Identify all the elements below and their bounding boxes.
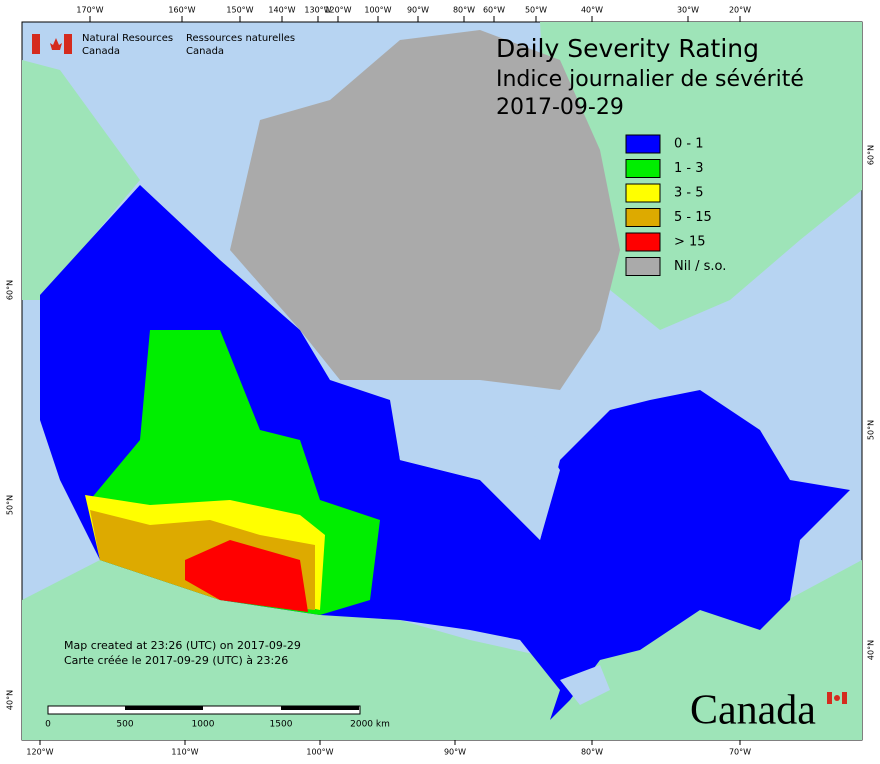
usa [22,560,862,740]
lon-label: 30°W [677,6,699,15]
legend-label: 3 - 5 [674,186,704,201]
scale-label: 1000 [192,720,215,730]
lon-label: 80°W [453,6,475,15]
lon-label: 40°W [581,6,603,15]
legend: 0 - 1 1 - 3 3 - 5 5 - 15 > 15 Nil / s.o. [625,134,726,276]
lon-label: 80°W [581,748,603,757]
flag-bar [827,692,832,704]
scale-label: 2000 km [350,720,390,730]
legend-swatch [625,183,661,203]
subtitle: Indice journalier de sévérité [496,67,804,92]
lon-label: 120°W [324,6,351,15]
title: Daily Severity Rating [496,34,759,63]
lon-label: 150°W [226,6,253,15]
lon-label: 110°W [171,748,198,757]
hudson-bay [390,385,560,540]
lon-label: 130°W [304,6,331,15]
arctic-nil [230,30,620,390]
lon-label: 50°W [525,6,547,15]
lon-label: 140°W [268,6,295,15]
lat-label: 60°N [867,145,876,165]
lon-label: 70°W [729,748,751,757]
lon-label: 120°W [26,748,53,757]
great-lakes [560,665,610,705]
lon-label: 160°W [168,6,195,15]
scale-label: 1500 [270,720,293,730]
agency-fr: Canada [186,46,224,57]
legend-label: > 15 [674,235,706,250]
lon-label: 100°W [364,6,391,15]
scale-bar-segment [125,706,203,710]
legend-swatch [625,134,661,154]
legend-label: 0 - 1 [674,137,704,152]
lon-label: 170°W [76,6,103,15]
legend-swatch [625,232,661,252]
legend-label: Nil / s.o. [674,259,726,274]
note: Map created at 23:26 (UTC) on 2017-09-29 [64,639,301,652]
scale-label: 500 [116,720,133,730]
flag-bar [64,34,72,54]
legend-label: 5 - 15 [674,210,712,225]
agency-en: Natural Resources [82,33,173,44]
legend-swatch [625,208,661,227]
zone-red [185,540,308,612]
scale-bar-segment [281,706,359,710]
lon-label: 60°W [483,6,505,15]
legend-swatch [625,257,661,276]
scale-label: 0 [45,720,51,730]
maple-leaf [834,695,840,701]
legend-swatch [625,159,661,178]
lat-label: 50°N [867,420,876,440]
lon-label: 20°W [729,6,751,15]
legend-label: 1 - 3 [674,161,704,176]
lon-label: 90°W [444,748,466,757]
scale-bar [47,705,361,715]
agency-en: Canada [82,46,120,57]
lat-label: 40°N [6,690,15,710]
date: 2017-09-29 [496,95,624,120]
flag-bar [32,34,40,54]
lat-label: 40°N [867,640,876,660]
greenland [540,22,862,330]
lat-label: 50°N [6,495,15,515]
maple-leaf [50,38,62,50]
lon-label: 100°W [306,748,333,757]
alaska [22,60,140,300]
flag-bar [842,692,847,704]
lat-label: 60°N [6,280,15,300]
agency-fr: Ressources naturelles [186,33,295,44]
note: Carte créée le 2017-09-29 (UTC) à 23:26 [64,654,288,667]
wordmark: Canada [690,688,816,734]
lon-label: 90°W [407,6,429,15]
